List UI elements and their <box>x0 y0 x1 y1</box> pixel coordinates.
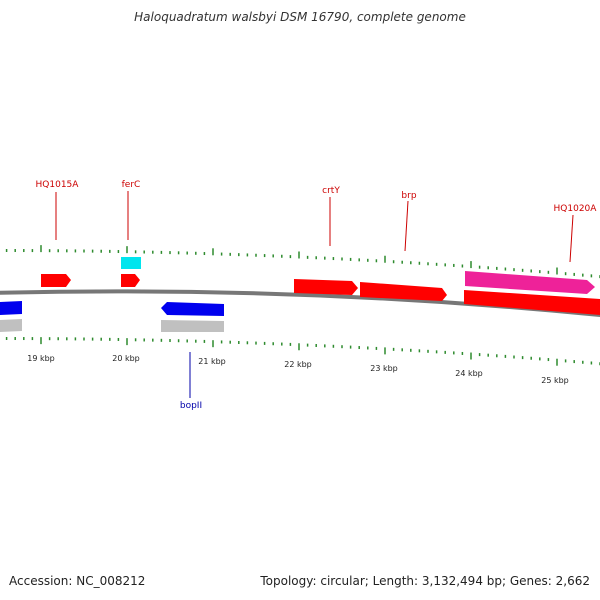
kbp-label: 20 kbp <box>112 354 140 363</box>
gene-brp[interactable] <box>360 282 447 301</box>
gene-features <box>0 257 600 332</box>
gene-crty[interactable] <box>294 279 358 295</box>
kbp-label: 22 kbp <box>284 360 312 369</box>
upper-tick-track <box>5 245 600 279</box>
gene-label-hq1015a: HQ1015A <box>36 180 80 190</box>
map-title: Haloquadratum walsbyi DSM 16790, complet… <box>134 10 466 24</box>
kbp-label: 24 kbp <box>455 369 483 378</box>
gene-hq1020a[interactable] <box>464 290 600 315</box>
gene-label-crty: crtY <box>322 186 340 196</box>
gene-label-hq1020a: HQ1020A <box>554 204 598 214</box>
gene-left-gray[interactable] <box>0 319 22 332</box>
label-leader-lines <box>55 191 574 398</box>
gene-left-blue[interactable] <box>0 301 22 315</box>
leader-brp <box>404 200 409 252</box>
gene-ferc-cyan[interactable] <box>121 257 141 269</box>
gene-bopii[interactable] <box>161 302 224 316</box>
gene-label-ferc: ferC <box>122 180 141 190</box>
genome-summary-text: Topology: circular; Length: 3,132,494 bp… <box>260 574 590 588</box>
kbp-label: 19 kbp <box>27 354 55 363</box>
gene-hq1015a[interactable] <box>41 274 71 287</box>
kbp-label: 23 kbp <box>370 364 398 373</box>
lower-tick-track <box>5 337 600 366</box>
accession-text: Accession: NC_008212 <box>9 574 146 588</box>
gene-ferc[interactable] <box>121 274 140 287</box>
leader-hq1020a <box>569 214 574 263</box>
kbp-label: 21 kbp <box>198 357 226 366</box>
gene-label-brp: brp <box>401 191 416 201</box>
gene-bopii-gray[interactable] <box>161 320 224 332</box>
kbp-label: 25 kbp <box>541 376 569 385</box>
gene-hq1020a-magenta[interactable] <box>465 271 595 294</box>
gene-label-bopii: bopII <box>180 401 202 411</box>
